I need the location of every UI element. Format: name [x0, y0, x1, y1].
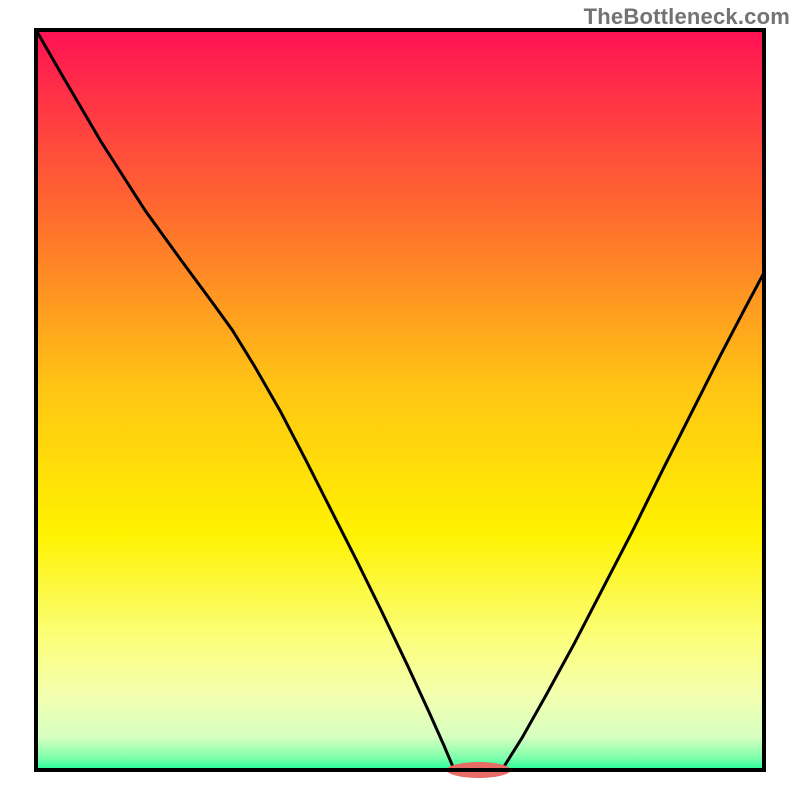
plot-background: [36, 30, 764, 770]
chart-container: { "watermark": "TheBottleneck.com", "cha…: [0, 0, 800, 800]
watermark-text: TheBottleneck.com: [584, 4, 790, 30]
bottleneck-chart: [0, 0, 800, 800]
